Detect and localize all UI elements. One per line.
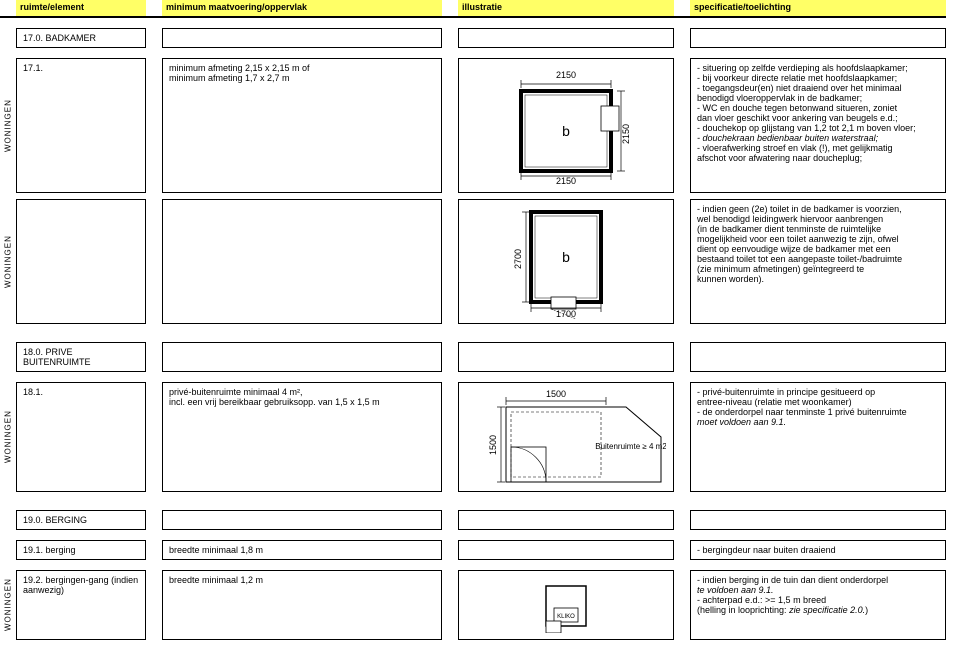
side-label: WONINGEN	[0, 570, 16, 640]
illustration-17-1a: 2150 b 2150 2150	[458, 58, 674, 193]
section-title-18: 18.0. PRIVE BUITENRUIMTE	[16, 342, 146, 372]
col-header-3: illustratie	[458, 0, 674, 18]
spec-19-2: - indien berging in de tuin dan dient on…	[690, 570, 946, 640]
row-label-19-1: 19.1. berging	[16, 540, 146, 560]
row-label-19-2: 19.2. bergingen-gang (indien aanwezig)	[16, 570, 146, 640]
svg-text:b: b	[562, 123, 570, 139]
svg-text:2150: 2150	[556, 70, 576, 80]
svg-text:2150: 2150	[556, 176, 576, 186]
illustration-17-1b: b 2700 1700	[458, 199, 674, 324]
col-header-1: ruimte/element	[16, 0, 146, 18]
svg-text:1500: 1500	[546, 389, 566, 399]
dims-17-1: minimum afmeting 2,15 x 2,15 m of minimu…	[162, 58, 442, 193]
svg-text:1500: 1500	[488, 435, 498, 455]
side-label: WONINGEN	[0, 382, 16, 492]
illustration-19-2: KLIKO	[458, 570, 674, 640]
illustration-18-1: 1500 Buitenruimte ≥ 4 m2 1500	[458, 382, 674, 492]
side-label: WONINGEN	[0, 58, 16, 193]
spec-17-1a: - situering op zelfde verdieping als hoo…	[690, 58, 946, 193]
section-title-17: 17.0. BADKAMER	[16, 28, 146, 48]
svg-text:Buitenruimte ≥ 4 m2: Buitenruimte ≥ 4 m2	[595, 442, 666, 451]
spec-18-1: - privé-buitenruimte in principe gesitue…	[690, 382, 946, 492]
col-header-2: minimum maatvoering/oppervlak	[162, 0, 442, 18]
dims-18-1: privé-buitenruimte minimaal 4 m², incl. …	[162, 382, 442, 492]
col-header-4: specificatie/toelichting	[690, 0, 946, 18]
svg-text:2150: 2150	[621, 123, 631, 143]
dims-19-1: breedte minimaal 1,8 m	[162, 540, 442, 560]
row-label-18-1: 18.1.	[16, 382, 146, 492]
svg-text:KLIKO: KLIKO	[557, 614, 575, 620]
svg-text:b: b	[562, 249, 570, 265]
spec-19-1: - bergingdeur naar buiten draaiend	[690, 540, 946, 560]
spec-17-1b: - indien geen (2e) toilet in de badkamer…	[690, 199, 946, 324]
svg-text:2700: 2700	[513, 249, 523, 269]
side-label: WONINGEN	[0, 199, 16, 324]
section-title-19: 19.0. BERGING	[16, 510, 146, 530]
svg-text:1700: 1700	[556, 309, 576, 319]
row-label-17-1: 17.1.	[16, 58, 146, 193]
dims-19-2: breedte minimaal 1,2 m	[162, 570, 442, 640]
